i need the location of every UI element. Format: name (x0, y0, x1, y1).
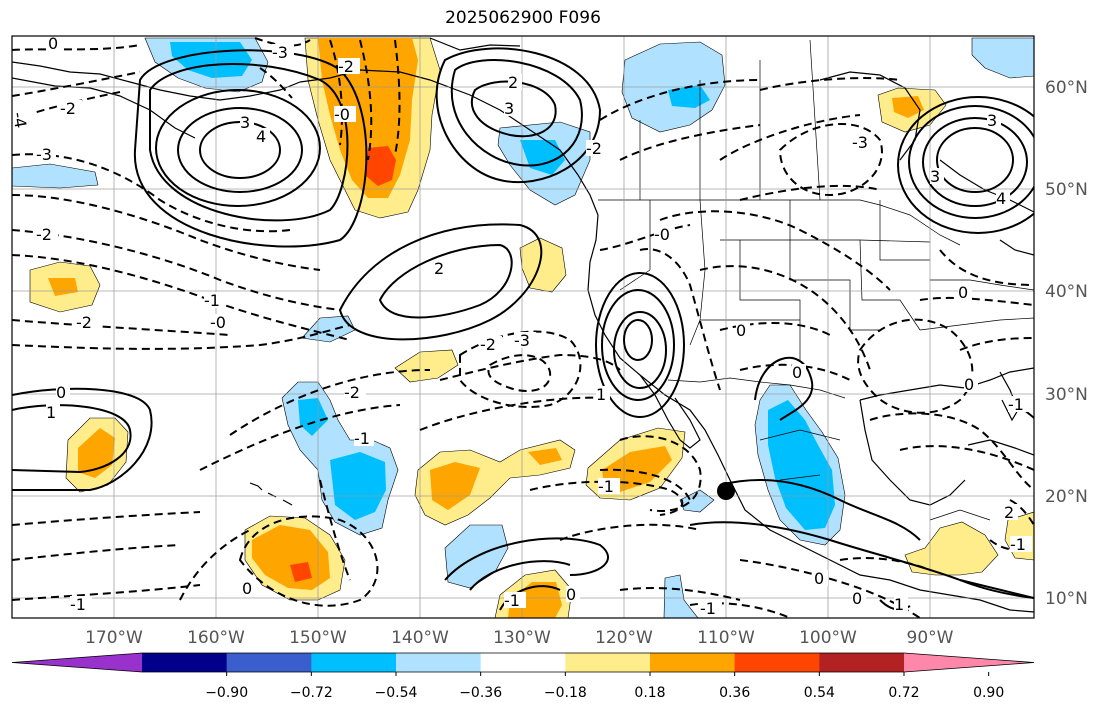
lat-label: 40°N (1045, 282, 1088, 302)
contour-label: -2 (60, 99, 76, 118)
colorbar-ticks: −0.90 −0.72 −0.54 −0.36 −0.18 0.18 0.36 0.54 0.7… (205, 672, 1004, 701)
contour-label: 0 (852, 589, 862, 608)
contour-label: -0 (334, 105, 350, 124)
colorbar-outline (11, 652, 1035, 673)
colorbar-segment (311, 653, 397, 672)
contour-label: 4 (996, 189, 1006, 208)
lon-label: 150°W (289, 628, 347, 648)
contour-label: -3 (852, 133, 868, 152)
contour-label: -2 (344, 383, 360, 402)
map-frame-bg (12, 36, 1034, 618)
colorbar-segment (480, 653, 566, 672)
contour-label: 0 (56, 383, 66, 402)
contour-label: 0 (736, 321, 746, 340)
contour-label: 1 (596, 385, 606, 404)
colorbar-segment (142, 653, 228, 672)
contour-label: -1 (598, 477, 614, 496)
lat-label: 10°N (1045, 589, 1088, 609)
contour-label: 0 (958, 283, 968, 302)
lon-label: 140°W (391, 628, 449, 648)
longitude-labels: 170°W 160°W 150°W 140°W 130°W 120°W 110°… (85, 628, 954, 648)
colorbar-tick-label: −0.72 (290, 685, 333, 701)
colorbar-tick-label: 0.18 (634, 685, 665, 701)
contour-label: -0 (654, 225, 670, 244)
lat-label: 50°N (1045, 180, 1088, 200)
contour-label: 0 (964, 375, 974, 394)
contour-label: 4 (256, 127, 266, 146)
colorbar-tick-label: −0.90 (205, 685, 248, 701)
contour-label: 3 (987, 111, 997, 130)
colorbar-tick-label: −0.18 (544, 685, 587, 701)
negative-contours (12, 37, 1034, 618)
map-title: 2025062900 F096 (445, 8, 601, 28)
colorbar-tick-label: −0.36 (459, 685, 502, 701)
contour-label: -3 (514, 331, 530, 350)
lat-label: 20°N (1045, 487, 1088, 507)
positive-contours (12, 47, 1034, 611)
gridlines (12, 36, 1034, 618)
contour-label: -3 (36, 145, 52, 164)
contour-label: -3 (272, 43, 288, 62)
contour-label: -1 (700, 599, 716, 618)
colorbar-tick-label: 0.36 (719, 685, 750, 701)
lon-label: 170°W (85, 628, 143, 648)
contour-label: -1 (504, 591, 520, 610)
contour-label: -1 (70, 595, 86, 614)
colorbar-segment (734, 653, 820, 672)
contour-label: 0 (48, 34, 58, 53)
contour-label: 0 (814, 569, 824, 588)
lon-label: 120°W (595, 628, 653, 648)
contour-label: 3 (240, 113, 250, 132)
contour-label: 0 (792, 363, 802, 382)
colorbar-segment (565, 653, 651, 672)
contour-label: -1 (204, 291, 220, 310)
contour-label: 2 (1004, 503, 1014, 522)
colorbar (11, 652, 1035, 673)
colorbar-tick-label: 0.90 (973, 685, 1004, 701)
map-border (11, 35, 1035, 619)
colorbar-segment (819, 653, 905, 672)
contour-label: 3 (504, 99, 514, 118)
lat-label: 60°N (1045, 78, 1088, 98)
contour-label: -2 (586, 139, 602, 158)
colorbar-segment (396, 653, 482, 672)
contour-label: 2 (508, 73, 518, 92)
colorbar-segment (12, 653, 142, 672)
lon-label: 100°W (799, 628, 857, 648)
colorbar-tick-label: 0.72 (888, 685, 919, 701)
colorbar-tick-label: −0.54 (375, 685, 418, 701)
lon-label: 160°W (187, 628, 245, 648)
lon-label: 90°W (907, 628, 954, 648)
contour-label: 2 (434, 259, 444, 278)
contour-label: -2 (338, 57, 354, 76)
contour-label: -2 (76, 313, 92, 332)
contour-label: -2 (36, 225, 52, 244)
colorbar-segment (904, 653, 1034, 672)
contour-label: 3 (930, 167, 940, 186)
contour-label: 0 (566, 585, 576, 604)
lon-label: 130°W (493, 628, 551, 648)
contour-label: -1 (1010, 535, 1026, 554)
contour-label: 1 (894, 595, 904, 614)
colorbar-segment (226, 653, 312, 672)
latitude-labels: 60°N 50°N 40°N 30°N 20°N 10°N (1045, 78, 1088, 609)
lat-label: 30°N (1045, 385, 1088, 405)
contour-labels: 0 -3 -2 -4 -3 -0 3 4 -2 3 2 3 -2 -1 -2 -… (9, 34, 1032, 618)
contour-label: -4 (9, 111, 30, 130)
lon-label: 110°W (697, 628, 755, 648)
contour-label: -1 (354, 429, 370, 448)
location-marker (717, 482, 735, 500)
contour-label: 0 (242, 579, 252, 598)
contour-label: -2 (480, 335, 496, 354)
contour-label: 1 (46, 403, 56, 422)
contour-label: -1 (1008, 395, 1024, 414)
contour-label: -0 (210, 313, 226, 332)
colorbar-segment (650, 653, 736, 672)
colorbar-tick-label: 0.54 (804, 685, 835, 701)
